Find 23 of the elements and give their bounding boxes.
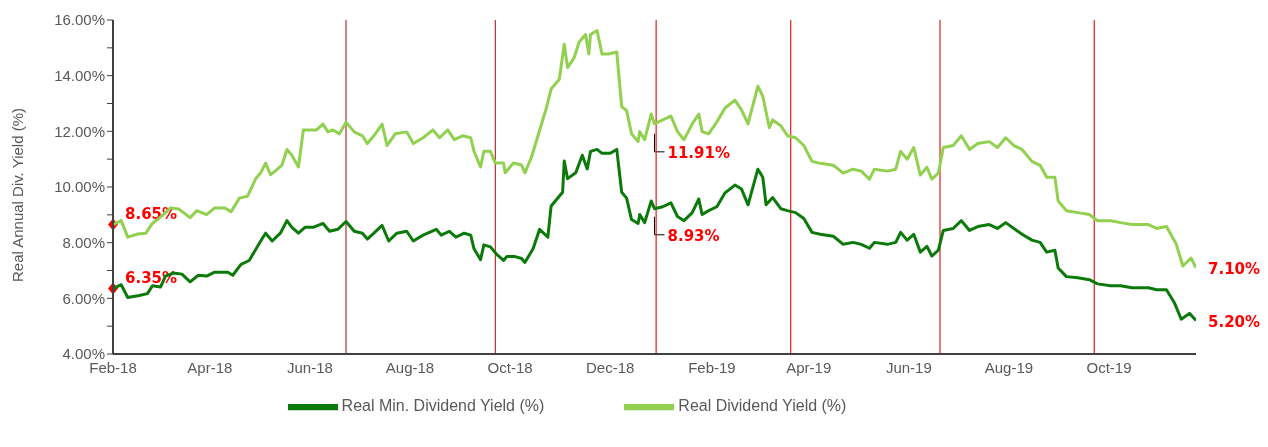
annotation: 8.93% <box>667 226 720 245</box>
y-tick-label: 12.00% <box>54 122 105 140</box>
y-tick-label: 6.00% <box>62 289 105 307</box>
y-tick-label: 16.00% <box>54 11 105 29</box>
x-tick-label: Jun-18 <box>286 358 333 376</box>
x-tick-label: Oct-18 <box>487 358 533 376</box>
y-tick-label: 8.00% <box>62 233 105 251</box>
y-tick-label: 14.00% <box>54 66 105 84</box>
x-tick-label: Jun-19 <box>885 358 932 376</box>
y-axis-title: Real Annual Div. Yield (%) <box>9 108 27 282</box>
annotation: 5.20% <box>1208 312 1261 331</box>
legend-label: Real Min. Dividend Yield (%) <box>341 397 545 415</box>
x-tick-label: Feb-19 <box>688 358 736 376</box>
annotation: 7.10% <box>1208 259 1261 278</box>
x-tick-label: Oct-19 <box>1086 358 1132 376</box>
x-tick-label: Dec-18 <box>586 358 635 376</box>
x-tick-label: Apr-19 <box>786 358 832 376</box>
y-tick-label: 10.00% <box>54 178 105 196</box>
legend-label: Real Dividend Yield (%) <box>678 397 847 415</box>
annotation: 11.91% <box>667 143 730 162</box>
x-tick-label: Apr-18 <box>187 358 233 376</box>
x-tick-label: Aug-18 <box>385 358 435 376</box>
x-tick-label: Aug-19 <box>984 358 1034 376</box>
